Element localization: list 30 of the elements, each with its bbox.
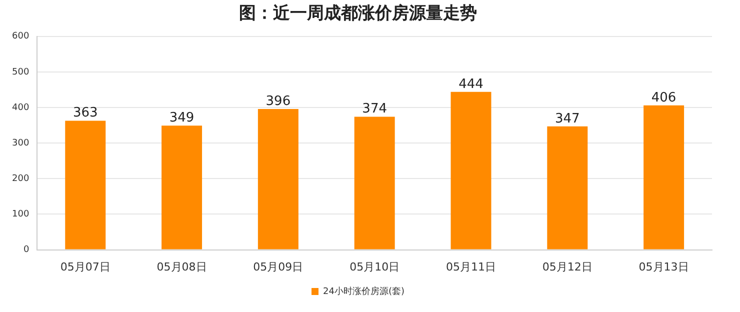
x-tick-label: 05月10日	[350, 260, 400, 274]
data-label: 347	[554, 111, 580, 126]
legend-label: 24小时涨价房源(套)	[323, 286, 404, 297]
x-tick-label: 05月12日	[542, 260, 592, 274]
y-tick-label: 300	[12, 138, 30, 148]
x-tick-label: 05月09日	[253, 260, 304, 274]
data-label: 349	[169, 110, 194, 126]
y-tick-label: 600	[12, 32, 30, 42]
bar	[644, 105, 684, 250]
x-tick-label: 05月07日	[60, 260, 110, 274]
x-tick-label: 05月13日	[638, 260, 689, 274]
bar	[450, 92, 492, 250]
data-label: 396	[266, 94, 291, 109]
y-tick-label: 100	[12, 210, 30, 220]
bar	[354, 116, 395, 250]
y-tick-label: 500	[12, 67, 30, 78]
data-label: 406	[651, 90, 676, 106]
x-tick-label: 05月08日	[156, 260, 207, 274]
data-label: 363	[72, 106, 98, 121]
bar	[162, 126, 202, 250]
bar	[258, 108, 298, 250]
data-label: 444	[458, 76, 484, 92]
bar	[65, 120, 106, 250]
y-tick-label: 200	[12, 174, 30, 184]
y-tick-label: 0	[23, 245, 30, 256]
data-label: 374	[362, 102, 388, 117]
chart-title: 图：近一周成都涨价房源量走势	[239, 4, 477, 24]
y-tick-label: 400	[12, 102, 30, 113]
bar	[547, 126, 588, 250]
x-tick-label: 05月11日	[446, 260, 496, 274]
